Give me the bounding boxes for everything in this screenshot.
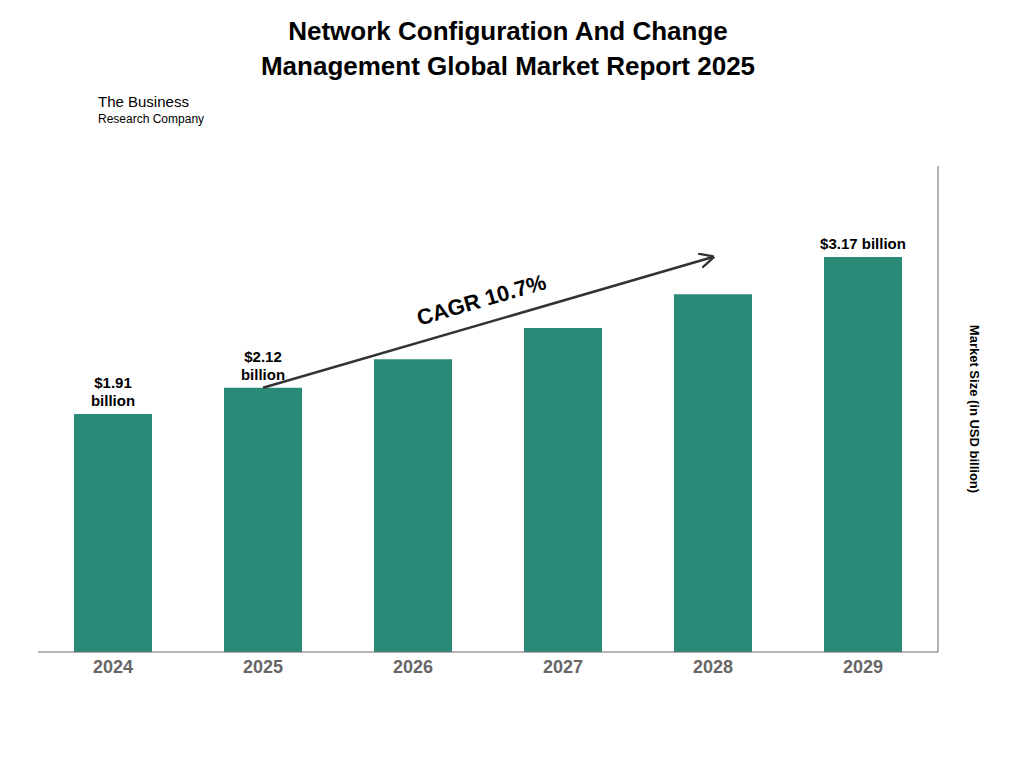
- html-text:Network Configuration And Chan: Network Configuration And Change Managem…: [260, 16, 756, 82]
- svg-text:$1.91billion: $1.91billion: [91, 374, 135, 409]
- svg-text:2024: 2024: [93, 657, 133, 677]
- svg-text:2025: 2025: [243, 657, 283, 677]
- svg-text:$3.17 billion: $3.17 billion: [820, 235, 906, 252]
- html-text:The Business: The Business: [98, 93, 189, 111]
- svg-text:2028: 2028: [693, 657, 733, 677]
- svg-text:CAGR 10.7%: CAGR 10.7%: [414, 269, 549, 330]
- svg-text:2029: 2029: [843, 657, 883, 677]
- html-text:Research Company: Research Company: [98, 111, 205, 126]
- svg-text:$2.12billion: $2.12billion: [241, 348, 285, 383]
- svg-text:2026: 2026: [393, 657, 433, 677]
- svg-text:2027: 2027: [543, 657, 583, 677]
- svg-text:Market Size (in USD billion): Market Size (in USD billion): [967, 325, 982, 493]
